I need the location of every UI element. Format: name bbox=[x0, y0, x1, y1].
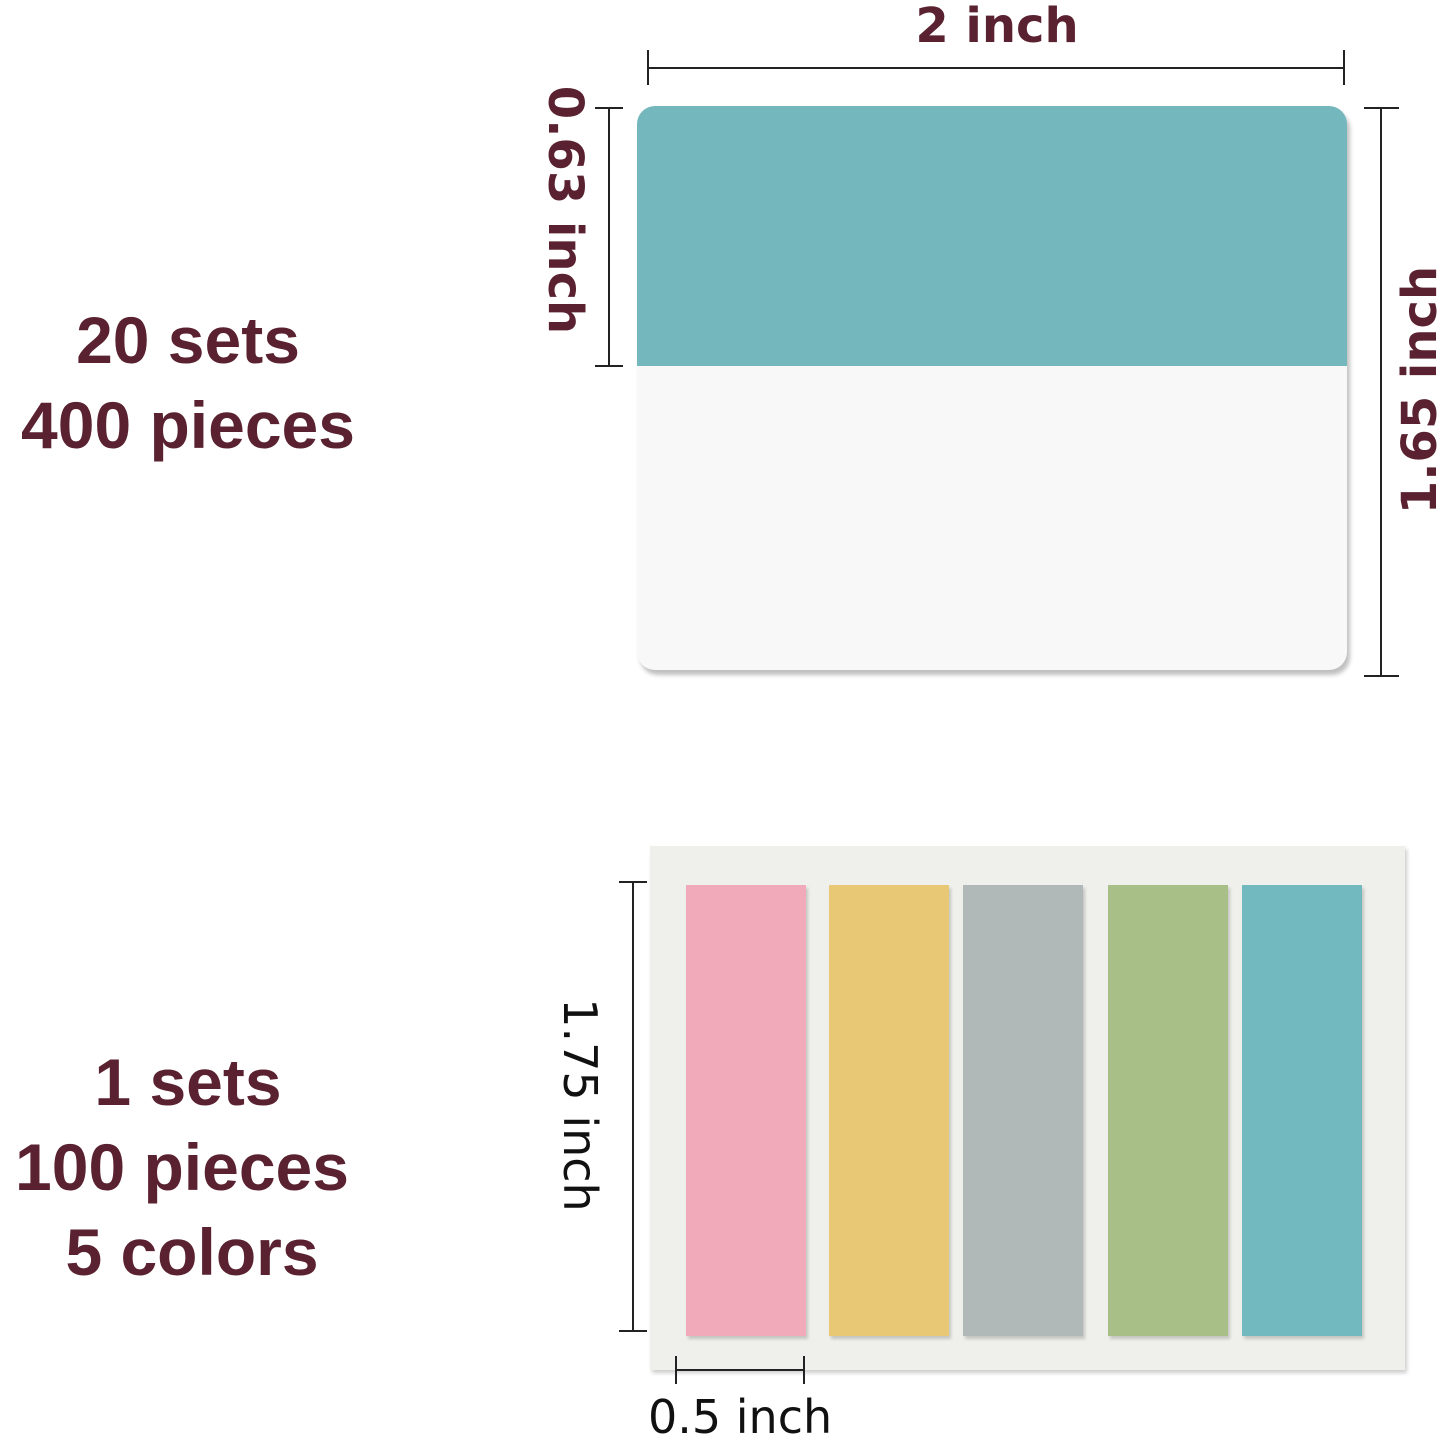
tick bbox=[1343, 50, 1345, 85]
tick bbox=[619, 1330, 647, 1332]
bottom-sets-count: 1 sets bbox=[94, 1045, 282, 1119]
total-height-line bbox=[1380, 108, 1382, 676]
tick bbox=[675, 1356, 677, 1384]
top-sets-count: 20 sets bbox=[76, 303, 300, 377]
tick bbox=[619, 881, 647, 883]
tab-card-header bbox=[637, 106, 1347, 366]
strip-height-line bbox=[632, 882, 634, 1331]
tab-card bbox=[637, 106, 1347, 670]
teal-strip bbox=[1242, 885, 1362, 1336]
tick bbox=[595, 365, 623, 367]
tick bbox=[647, 50, 649, 85]
green-strip bbox=[1108, 885, 1228, 1336]
header-height-line bbox=[608, 108, 610, 366]
tick bbox=[803, 1356, 805, 1384]
tick bbox=[1364, 107, 1399, 109]
strip-width-label: 0.5 inch bbox=[648, 1390, 833, 1444]
strip-width-line bbox=[676, 1369, 805, 1371]
tick bbox=[595, 107, 623, 109]
tick bbox=[1364, 675, 1399, 677]
top-width-label: 2 inch bbox=[915, 0, 1079, 54]
yellow-strip bbox=[829, 885, 949, 1336]
top-pieces-count: 400 pieces bbox=[21, 388, 355, 462]
gray-strip bbox=[963, 885, 1083, 1336]
top-width-line bbox=[648, 67, 1345, 69]
bottom-colors-count: 5 colors bbox=[65, 1215, 319, 1289]
total-height-label: 1.65 inch bbox=[1392, 265, 1442, 515]
pink-strip bbox=[686, 885, 806, 1336]
bottom-pieces-count: 100 pieces bbox=[15, 1130, 349, 1204]
strip-height-label: 1.75 inch bbox=[553, 998, 607, 1212]
header-height-label: 0.63 inch bbox=[537, 85, 593, 335]
